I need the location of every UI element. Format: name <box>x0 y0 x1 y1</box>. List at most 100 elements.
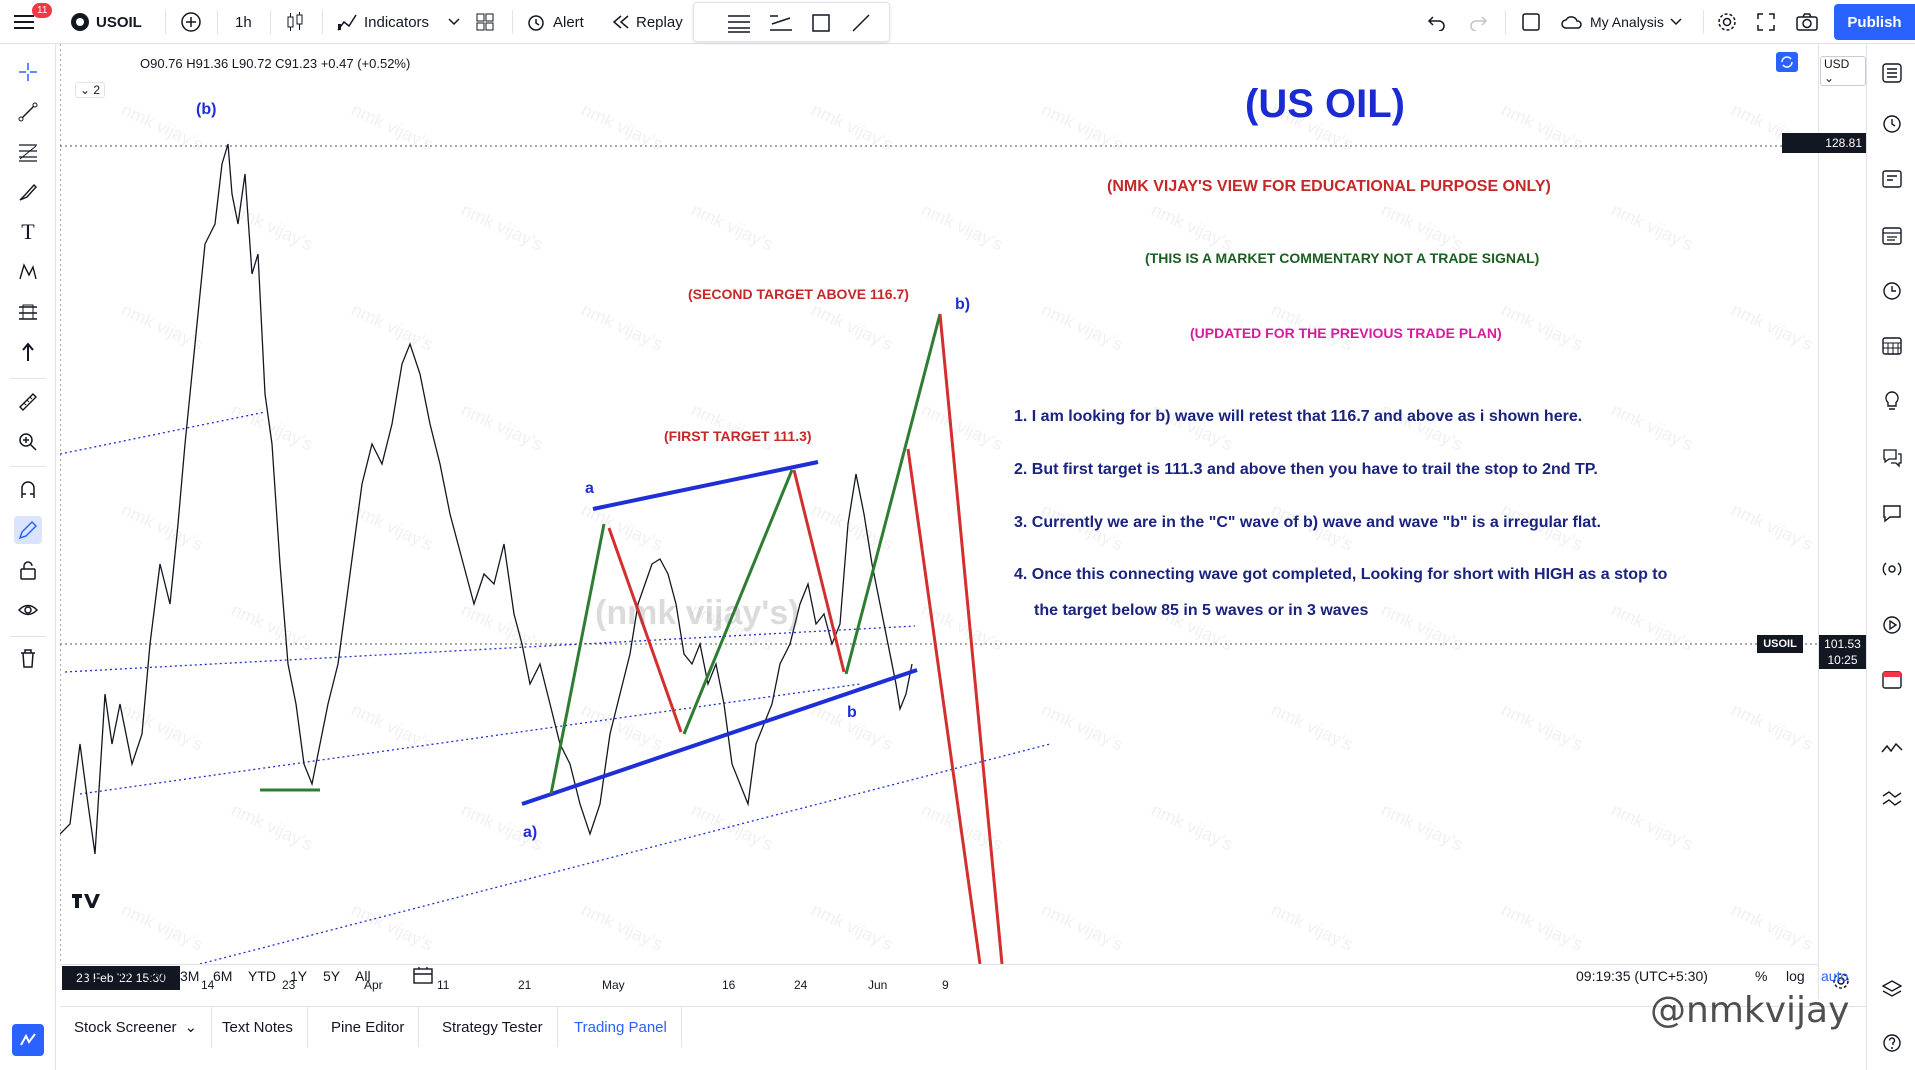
calendar-button[interactable] <box>1877 276 1907 306</box>
rectangle-button[interactable] <box>810 3 832 43</box>
bottom-tab[interactable]: Trading Panel <box>560 1007 682 1047</box>
chart-pane[interactable]: nmk vijay's nmk vijay's nmk vijay's nmk vij… <box>60 44 1912 999</box>
legend-collapse-button[interactable]: ⌄ 2 <box>75 82 106 98</box>
layout-menu-button[interactable]: My Analysis <box>1560 0 1682 44</box>
chart-settings-button[interactable] <box>1830 970 1852 995</box>
help-button[interactable] <box>1877 1028 1907 1058</box>
crosshair-tool[interactable] <box>14 58 42 86</box>
bottom-tab[interactable]: Pine Editor <box>317 1007 420 1047</box>
layouts-button[interactable] <box>475 0 495 44</box>
hotlists-button[interactable] <box>1877 220 1907 250</box>
pattern-tool[interactable] <box>14 258 42 286</box>
indicators-button[interactable]: Indicators <box>336 0 429 44</box>
brush-tool[interactable] <box>14 178 42 206</box>
range-button[interactable]: 1Y <box>290 968 308 984</box>
chart-type-button[interactable] <box>285 0 305 44</box>
drawing-settings-button[interactable] <box>726 3 752 43</box>
zoom-tool[interactable] <box>14 428 42 456</box>
date-range-button[interactable] <box>412 966 434 989</box>
fib-tool[interactable] <box>14 138 42 166</box>
notification-badge: 11 <box>32 3 53 18</box>
video-button[interactable] <box>1877 610 1907 640</box>
line-tool-settings-button[interactable] <box>768 3 794 43</box>
line-button[interactable] <box>850 3 872 43</box>
lock-tool[interactable] <box>14 556 42 584</box>
stay-drawing-tool[interactable] <box>14 516 42 544</box>
prediction-tool[interactable] <box>14 298 42 326</box>
percent-toggle[interactable]: % <box>1755 968 1768 984</box>
tradingview-bull-icon <box>20 1033 36 1046</box>
measure-tool[interactable] <box>14 388 42 416</box>
arrow-tool[interactable] <box>14 338 42 366</box>
range-button[interactable]: 5Y <box>323 968 341 984</box>
interval-button[interactable]: 1h <box>235 0 252 44</box>
repeating-watermark: nmk vijay's <box>578 499 666 554</box>
text-tool[interactable]: T <box>14 218 42 246</box>
hide-tool[interactable] <box>14 596 42 624</box>
chats-button[interactable] <box>1877 442 1907 472</box>
publish-button[interactable]: Publish <box>1834 4 1915 40</box>
symbol-search-button[interactable]: USOIL <box>70 0 142 44</box>
messages-button[interactable] <box>1877 498 1907 528</box>
currency-select[interactable]: USD ⌄ <box>1820 56 1866 86</box>
range-button[interactable]: 5D <box>112 968 130 984</box>
bottom-tab[interactable]: Stock Screener ⌄ <box>60 1007 213 1047</box>
price-chart-canvas[interactable]: nmk vijay's nmk vijay's nmk vijay's nmk vij… <box>60 44 1866 999</box>
more-tools-button[interactable] <box>1877 784 1907 814</box>
auto-toggle[interactable]: auto <box>1821 968 1849 984</box>
range-button[interactable]: 1D <box>80 968 98 984</box>
repeating-watermark: nmk vijay's <box>1728 699 1816 754</box>
repeating-watermark: nmk vijay's <box>348 299 436 354</box>
clock-timezone[interactable]: 09:19:35 (UTC+5:30) <box>1576 968 1708 984</box>
rectangle-icon <box>812 14 830 32</box>
magnet-tool[interactable] <box>14 476 42 504</box>
bottom-tab[interactable]: Text Notes <box>208 1007 308 1047</box>
watchlist-button[interactable] <box>1877 58 1907 88</box>
snapshot-button[interactable] <box>1795 0 1819 44</box>
range-button[interactable]: 6M <box>213 968 233 984</box>
alert-button[interactable]: Alert <box>525 0 584 44</box>
wave-line-red <box>906 448 982 965</box>
divider <box>10 378 46 379</box>
fullscreen-icon <box>1757 13 1775 31</box>
layout-square-button[interactable] <box>1520 0 1542 44</box>
range-button[interactable]: All <box>355 968 371 984</box>
divider <box>1703 10 1704 34</box>
bottom-tab-label: Trading Panel <box>574 1018 667 1036</box>
crosshair-icon <box>19 63 37 81</box>
data-window-button[interactable] <box>1877 164 1907 194</box>
range-button[interactable]: YTD <box>248 968 276 984</box>
indicators-dropdown[interactable] <box>448 0 460 44</box>
price-axis[interactable] <box>1818 44 1866 999</box>
streams-button[interactable] <box>1877 554 1907 584</box>
note-point-4: 4. Once this connecting wave got complet… <box>1014 566 1668 583</box>
range-button[interactable]: 3M <box>180 968 200 984</box>
compare-button[interactable] <box>180 0 202 44</box>
trend-line-tool[interactable] <box>14 98 42 126</box>
repeating-watermark: nmk vijay's <box>578 699 666 754</box>
menu-button[interactable] <box>14 0 36 44</box>
notifications-button[interactable] <box>1877 664 1907 694</box>
layers-button[interactable] <box>1877 974 1907 1004</box>
repeating-watermark: nmk vijay's <box>1728 899 1816 954</box>
time-tick-label: 24 <box>794 978 808 992</box>
remove-tool[interactable] <box>14 644 42 672</box>
divider <box>10 636 46 637</box>
alerts-button[interactable] <box>1877 108 1907 138</box>
log-toggle[interactable]: log <box>1786 968 1805 984</box>
repeating-watermark: nmk vijay's <box>578 299 666 354</box>
fullscreen-button[interactable] <box>1756 0 1776 44</box>
range-button[interactable]: 1M <box>146 968 166 984</box>
chevron-down-icon <box>448 18 460 26</box>
replay-button[interactable]: Replay <box>612 0 683 44</box>
bottom-tab[interactable]: Strategy Tester <box>428 1007 558 1047</box>
divider <box>10 466 46 467</box>
redo-button[interactable] <box>1468 0 1488 44</box>
calendar-events-button[interactable] <box>1877 330 1907 360</box>
undo-button[interactable] <box>1427 0 1447 44</box>
ideas-button[interactable] <box>1877 386 1907 416</box>
settings-button[interactable] <box>1716 0 1738 44</box>
auto-fit-button[interactable] <box>1776 52 1798 72</box>
trading-button[interactable] <box>1877 734 1907 764</box>
community-button[interactable] <box>12 1024 44 1056</box>
